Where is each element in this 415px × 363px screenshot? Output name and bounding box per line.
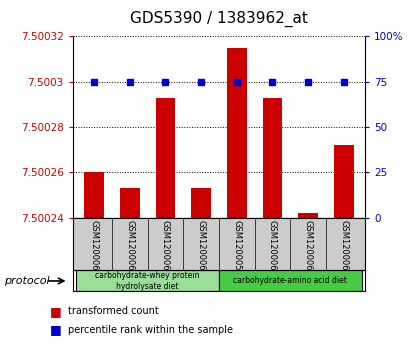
Text: GSM1200063: GSM1200063 [90, 220, 98, 277]
Text: GSM1200065: GSM1200065 [161, 220, 170, 276]
Bar [334, 145, 354, 218]
Bar [156, 98, 175, 218]
Bar [191, 188, 211, 218]
Text: GSM1200064: GSM1200064 [125, 220, 134, 276]
Text: carbohydrate-amino acid diet: carbohydrate-amino acid diet [233, 277, 347, 285]
Text: GDS5390 / 1383962_at: GDS5390 / 1383962_at [130, 11, 308, 27]
Text: GSM1200061: GSM1200061 [304, 220, 312, 276]
Text: ■: ■ [50, 323, 61, 336]
Bar [120, 188, 139, 218]
Text: GSM1200062: GSM1200062 [339, 220, 348, 276]
Bar [298, 213, 318, 218]
Text: percentile rank within the sample: percentile rank within the sample [68, 325, 234, 335]
Bar [227, 48, 247, 218]
Text: GSM1200066: GSM1200066 [197, 220, 205, 277]
Bar [76, 270, 219, 291]
Text: GSM1200060: GSM1200060 [268, 220, 277, 276]
Text: protocol: protocol [4, 276, 50, 286]
Bar [84, 172, 104, 218]
Text: transformed count: transformed count [68, 306, 159, 317]
Text: ■: ■ [50, 305, 61, 318]
Text: carbohydrate-whey protein
hydrolysate diet: carbohydrate-whey protein hydrolysate di… [95, 271, 200, 291]
Bar [219, 270, 361, 291]
Bar [263, 98, 282, 218]
Text: GSM1200059: GSM1200059 [232, 220, 241, 276]
